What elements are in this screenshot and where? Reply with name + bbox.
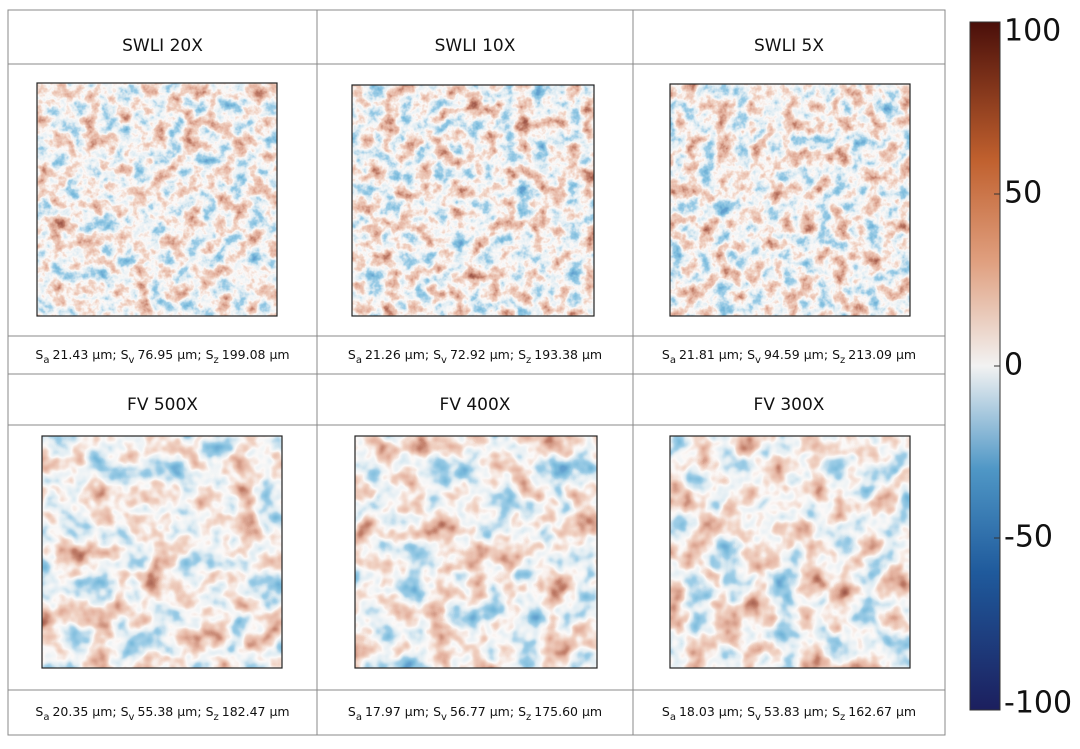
surface-frame	[351, 84, 595, 317]
stat-value: 94.59 μm;	[764, 347, 828, 362]
stat-symbol: S	[433, 347, 441, 362]
roughness-stats: Sa 21.43 μm; Sv 76.95 μm; Sz 199.08 μm	[35, 347, 289, 367]
stat-subscript: a	[356, 355, 362, 366]
stat-value: 175.60 μm	[534, 704, 602, 719]
stat-value: 17.97 μm;	[365, 704, 429, 719]
stat-subscript: v	[441, 712, 447, 723]
stat-value: 55.38 μm;	[137, 704, 201, 719]
stat-value: 76.95 μm;	[137, 347, 201, 362]
surface-frame	[669, 83, 911, 317]
roughness-stats: Sa 21.81 μm; Sv 94.59 μm; Sz 213.09 μm	[662, 347, 916, 367]
stat-value: 53.83 μm;	[764, 704, 828, 719]
stat-subscript: z	[526, 712, 531, 723]
colorbar-tick-label: 0	[1004, 348, 1023, 383]
colorbar-tick-label: 50	[1004, 176, 1042, 211]
panel-title: FV 300X	[754, 395, 825, 415]
stat-subscript: z	[840, 712, 845, 723]
stat-symbol: S	[35, 704, 43, 719]
stat-symbol: S	[662, 704, 670, 719]
stat-subscript: a	[43, 355, 49, 366]
stat-subscript: z	[214, 712, 219, 723]
stat-symbol: S	[206, 347, 214, 362]
panel-grid	[7, 9, 946, 736]
stat-symbol: S	[348, 704, 356, 719]
stat-symbol: S	[433, 704, 441, 719]
stat-subscript: z	[840, 355, 845, 366]
panel-title: SWLI 10X	[435, 36, 516, 56]
colorbar-tick-label: -100	[1004, 686, 1072, 721]
surface-frame	[36, 82, 278, 317]
stat-symbol: S	[206, 704, 214, 719]
stat-value: 182.47 μm	[222, 704, 290, 719]
stat-subscript: z	[214, 355, 219, 366]
stat-subscript: z	[526, 355, 531, 366]
stat-symbol: S	[832, 347, 840, 362]
roughness-stats: Sa 20.35 μm; Sv 55.38 μm; Sz 182.47 μm	[35, 704, 289, 724]
stat-symbol: S	[662, 347, 670, 362]
roughness-stats: Sa 17.97 μm; Sv 56.77 μm; Sz 175.60 μm	[348, 704, 602, 724]
roughness-stats: Sa 18.03 μm; Sv 53.83 μm; Sz 162.67 μm	[662, 704, 916, 724]
colorbar-tick-label: -50	[1004, 520, 1053, 555]
stat-value: 21.26 μm;	[365, 347, 429, 362]
stat-symbol: S	[121, 704, 129, 719]
stat-symbol: S	[518, 704, 526, 719]
stat-value: 213.09 μm	[848, 347, 916, 362]
stat-value: 21.81 μm;	[679, 347, 743, 362]
surface-map	[42, 436, 282, 668]
stat-value: 193.38 μm	[534, 347, 602, 362]
stat-value: 72.92 μm;	[450, 347, 514, 362]
stat-value: 56.77 μm;	[450, 704, 514, 719]
stat-symbol: S	[518, 347, 526, 362]
stat-subscript: v	[755, 712, 761, 723]
stat-symbol: S	[747, 704, 755, 719]
stat-value: 21.43 μm;	[52, 347, 116, 362]
surface-frame	[41, 435, 283, 669]
stat-symbol: S	[348, 347, 356, 362]
stat-symbol: S	[832, 704, 840, 719]
panel-title: FV 400X	[440, 395, 511, 415]
stat-subscript: a	[670, 712, 676, 723]
surface-frame	[669, 435, 911, 669]
colorbar-tick-label: 100	[1004, 14, 1061, 49]
panel-title: FV 500X	[127, 395, 198, 415]
stat-subscript: a	[356, 712, 362, 723]
surface-map	[355, 436, 597, 668]
roughness-stats: Sa 21.26 μm; Sv 72.92 μm; Sz 193.38 μm	[348, 347, 602, 367]
panel-title: SWLI 5X	[754, 36, 824, 56]
stat-symbol: S	[35, 347, 43, 362]
stat-subscript: v	[755, 355, 761, 366]
stat-subscript: a	[670, 355, 676, 366]
surface-frame	[354, 435, 598, 669]
stat-value: 199.08 μm	[222, 347, 290, 362]
stat-subscript: v	[129, 355, 135, 366]
stat-symbol: S	[747, 347, 755, 362]
surface-map	[670, 436, 910, 668]
stat-subscript: v	[441, 355, 447, 366]
panel-title: SWLI 20X	[122, 36, 203, 56]
surface-map	[352, 85, 594, 316]
stat-value: 162.67 μm	[848, 704, 916, 719]
surface-map	[670, 84, 910, 316]
surface-map	[37, 83, 277, 316]
stat-value: 20.35 μm;	[52, 704, 116, 719]
stat-subscript: v	[129, 712, 135, 723]
stat-value: 18.03 μm;	[679, 704, 743, 719]
stat-subscript: a	[43, 712, 49, 723]
stat-symbol: S	[121, 347, 129, 362]
